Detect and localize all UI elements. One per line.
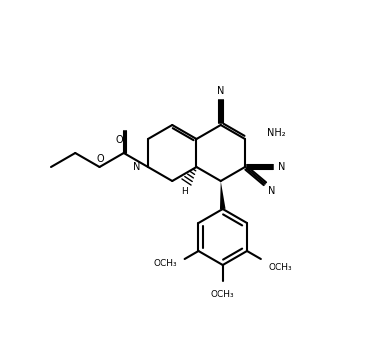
Text: N: N (268, 186, 276, 196)
Text: N: N (132, 162, 140, 172)
Text: N: N (217, 86, 224, 96)
Text: O: O (97, 154, 104, 164)
Text: NH₂: NH₂ (267, 128, 286, 138)
Text: O: O (116, 135, 124, 144)
Text: H: H (181, 187, 188, 195)
Text: OCH₃: OCH₃ (211, 290, 234, 299)
Text: N: N (278, 162, 286, 172)
Text: OCH₃: OCH₃ (153, 259, 177, 268)
Polygon shape (220, 181, 226, 209)
Text: OCH₃: OCH₃ (269, 263, 292, 273)
